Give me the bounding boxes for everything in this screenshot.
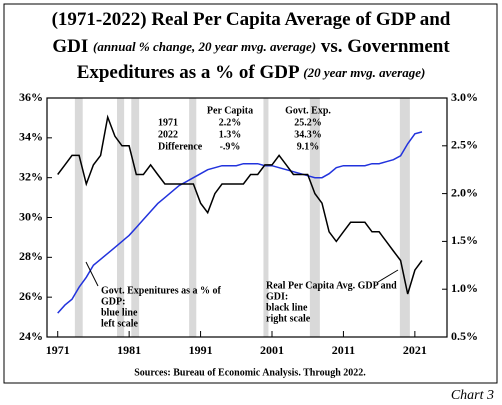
table-cell: 25.2% [294, 117, 322, 128]
title-part: (1971-2022) Real Per Capita Average of G… [52, 9, 451, 30]
title-note: (20 year mvg. average) [303, 65, 425, 80]
y-tick-label: 28% [19, 249, 43, 263]
leader-line [377, 269, 399, 283]
title-part: vs. Government [316, 36, 450, 57]
x-tick-label: 1991 [189, 343, 213, 357]
left-note: left scale [101, 318, 138, 329]
title-note: (annual % change, 20 year mvg. average) [93, 39, 316, 54]
x-tick-label: 2021 [403, 343, 427, 357]
right-note: GDI: [266, 291, 288, 302]
series-line [57, 131, 423, 314]
series-line [57, 114, 423, 295]
y2-tick-label: 2.5% [451, 138, 478, 152]
right-note: Real Per Capita Avg. GDP and [266, 280, 397, 291]
recession-band [399, 98, 410, 337]
y-tick-label: 32% [19, 169, 43, 183]
x-tick-label: 1981 [117, 343, 141, 357]
table-cell: -.9% [220, 141, 241, 152]
table-cell: 9.1% [297, 141, 320, 152]
leader-line [85, 261, 99, 287]
y-tick-label: 30% [19, 209, 43, 223]
recession-band [74, 98, 83, 337]
table-cell: 2022 [158, 129, 178, 140]
table-cell: 34.3% [294, 129, 322, 140]
table-header: Govt. Exp. [285, 105, 331, 116]
table-cell: 2.2% [219, 117, 242, 128]
table-cell: Difference [158, 141, 203, 152]
title-part: Expeditures as a % of GDP [77, 62, 304, 83]
y-tick-label: 34% [19, 130, 43, 144]
title-part: GDI [52, 36, 93, 57]
chart-label: Chart 3 [451, 388, 494, 403]
table-cell: 1971 [158, 117, 178, 128]
y2-tick-label: 2.0% [451, 185, 478, 199]
left-note: Govt. Expenitures as a % of [101, 285, 221, 296]
table-cell: 1.3% [219, 129, 242, 140]
chart-title: Expeditures as a % of GDP (20 year mvg. … [77, 62, 426, 83]
recession-band [189, 98, 197, 337]
recession-band [117, 98, 125, 337]
chart-title: GDI (annual % change, 20 year mvg. avera… [52, 36, 450, 57]
y2-tick-label: 1.0% [451, 281, 478, 295]
left-note: GDP: [101, 296, 125, 307]
y-tick-label: 26% [19, 289, 43, 303]
chart-title: (1971-2022) Real Per Capita Average of G… [52, 9, 451, 30]
y2-tick-label: 3.0% [451, 90, 478, 104]
left-note: blue line [101, 307, 138, 318]
y2-tick-label: 0.5% [451, 329, 478, 343]
recession-band [309, 98, 320, 337]
chart-frame [3, 3, 498, 384]
right-note: right scale [266, 313, 311, 324]
x-tick-label: 2001 [260, 343, 284, 357]
right-note: black line [266, 302, 308, 313]
x-tick-label: 1971 [46, 343, 70, 357]
recession-band [131, 98, 140, 337]
y2-tick-label: 1.5% [451, 233, 478, 247]
source-note: Sources: Bureau of Economic Analysis. Th… [134, 367, 366, 378]
y-tick-label: 24% [19, 329, 43, 343]
table-header: Per Capita [207, 105, 253, 116]
recession-band [263, 98, 269, 337]
y-tick-label: 36% [19, 90, 43, 104]
x-tick-label: 2011 [332, 343, 355, 357]
